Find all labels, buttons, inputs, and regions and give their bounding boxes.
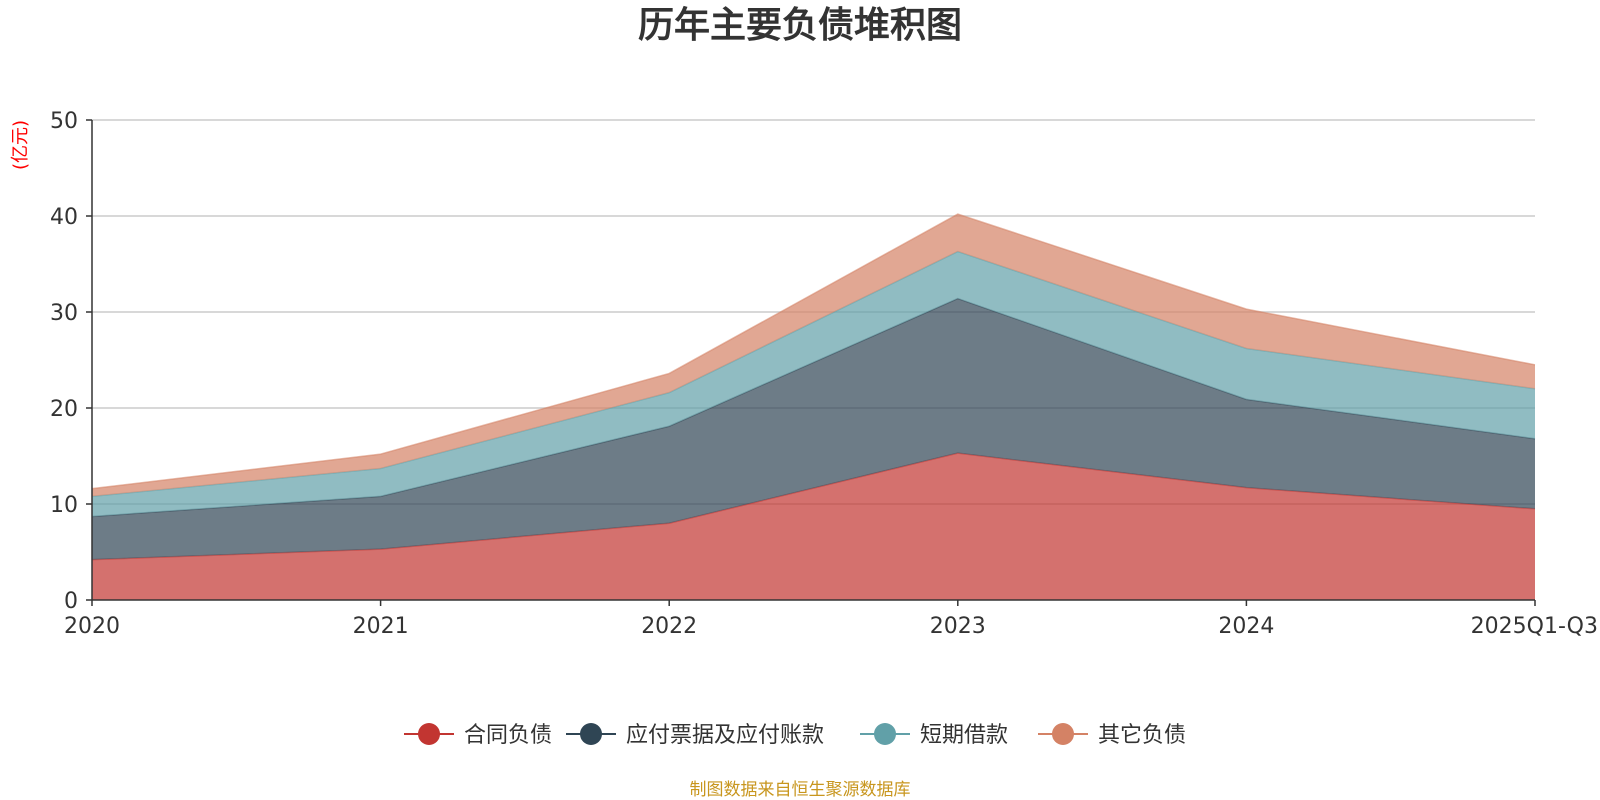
x-tick-label-1: 2020 — [64, 614, 120, 639]
legend-item-3[interactable]: 短期借款 — [860, 723, 1008, 748]
area-series-1 — [92, 453, 1535, 600]
legend-item-4[interactable]: 其它负债 — [1038, 723, 1186, 748]
series-line-4 — [91, 213, 1536, 490]
y-tick-label-0: 0 — [64, 589, 78, 614]
legend-label: 其它负债 — [1098, 723, 1186, 748]
x-tick-label-5: 2024 — [1218, 614, 1274, 639]
y-tick-label-50: 50 — [50, 109, 78, 134]
legend-circle-marker — [418, 723, 440, 745]
legend-label: 合同负债 — [464, 723, 552, 748]
x-tick-label-3: 2022 — [641, 614, 697, 639]
area-series-2 — [92, 298, 1535, 560]
legend-circle-marker — [580, 723, 602, 745]
data-source-note: 制图数据来自恒生聚源数据库 — [690, 780, 911, 800]
legend-circle-marker — [874, 723, 896, 745]
y-tick-label-30: 30 — [50, 301, 78, 326]
legend-label: 短期借款 — [920, 723, 1008, 748]
y-tick-label-20: 20 — [50, 397, 78, 422]
y-tick-label-10: 10 — [50, 493, 78, 518]
legend: 合同负债 应付票据及应付账款 短期借款 其它负债 — [404, 723, 1186, 748]
legend-circle-marker — [1052, 723, 1074, 745]
legend-item-1[interactable]: 合同负债 — [404, 723, 552, 748]
chart-title: 历年主要负债堆积图 — [638, 5, 962, 46]
x-tick-label-6: 2025Q1-Q3 — [1471, 614, 1598, 639]
x-tick-label-2: 2021 — [353, 614, 409, 639]
legend-label: 应付票据及应付账款 — [626, 723, 824, 748]
x-tick-label-4: 2023 — [930, 614, 986, 639]
axes: 0 10 20 30 40 50 2020 2021 2022 2023 2024 2025Q1-Q3 — [50, 109, 1598, 639]
y-axis-unit-label: (亿元) — [10, 120, 31, 170]
y-tick-label-40: 40 — [50, 205, 78, 230]
area-series-group — [91, 213, 1536, 600]
legend-item-2[interactable]: 应付票据及应付账款 — [566, 723, 824, 748]
